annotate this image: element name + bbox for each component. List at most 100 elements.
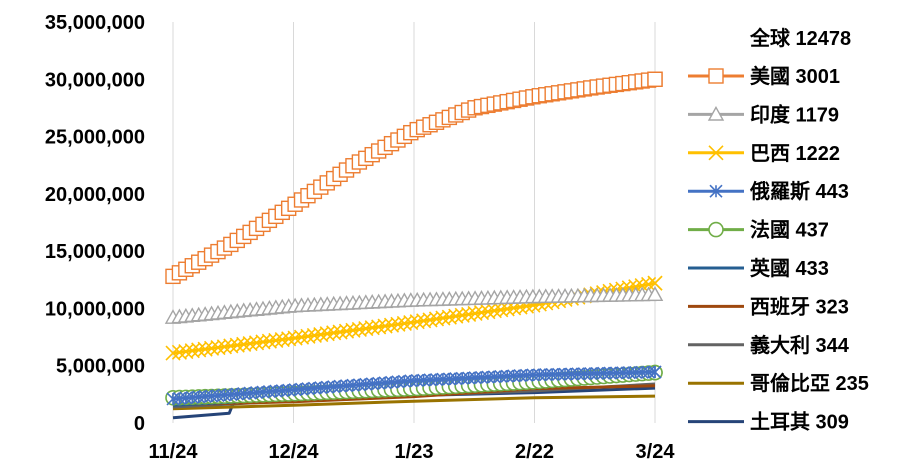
data-point	[635, 365, 649, 379]
series-group	[164, 71, 664, 420]
data-point	[552, 367, 566, 381]
data-point	[448, 308, 464, 324]
data-point	[455, 371, 469, 385]
data-point	[616, 366, 630, 380]
data-point	[242, 336, 258, 352]
data-point	[319, 326, 335, 342]
data-point	[429, 372, 444, 387]
data-point	[274, 332, 290, 348]
legend-header: 全球 12478	[749, 26, 851, 50]
data-point	[338, 323, 355, 339]
data-point	[461, 306, 477, 322]
y-tick-label: 20,000,000	[45, 184, 145, 206]
data-point	[486, 303, 502, 319]
data-point	[467, 305, 483, 322]
legend-label: 英國 433	[750, 256, 829, 280]
series-1	[164, 286, 664, 324]
data-point	[332, 324, 348, 340]
data-point	[165, 345, 181, 361]
data-point	[435, 310, 451, 326]
series-line	[172, 370, 656, 401]
series-6	[172, 384, 656, 407]
data-point	[248, 335, 265, 351]
data-point	[377, 318, 393, 334]
data-point	[371, 319, 387, 335]
y-tick-label: 10,000,000	[45, 298, 145, 320]
data-point	[223, 338, 239, 354]
data-point	[203, 340, 220, 356]
data-point	[641, 276, 657, 292]
data-point	[500, 369, 514, 383]
data-point	[410, 373, 424, 388]
data-point	[487, 370, 501, 384]
data-point	[564, 367, 579, 381]
data-point	[261, 333, 277, 349]
data-point	[236, 336, 252, 352]
data-point	[313, 327, 329, 343]
data-point	[603, 366, 617, 380]
data-point	[494, 369, 508, 384]
data-point	[642, 365, 656, 379]
legend-label: 哥倫比亞 235	[750, 371, 869, 395]
data-point	[646, 286, 664, 301]
data-point	[191, 342, 207, 358]
data-point	[480, 304, 496, 320]
data-point	[210, 339, 226, 356]
data-point	[383, 317, 400, 333]
data-point	[287, 330, 303, 346]
data-point	[571, 367, 585, 381]
series-0	[165, 71, 663, 285]
data-point	[293, 329, 310, 345]
data-point	[268, 332, 284, 348]
data-point	[622, 366, 636, 380]
data-point	[171, 344, 187, 360]
data-point	[468, 371, 482, 385]
data-point	[539, 368, 553, 382]
x-tick-label: 11/24	[149, 441, 199, 463]
data-point	[629, 365, 643, 380]
data-point	[558, 367, 572, 381]
data-point	[396, 315, 412, 332]
data-point	[422, 312, 438, 328]
legend-label: 西班牙 323	[750, 295, 849, 318]
data-point	[481, 370, 495, 384]
data-point	[281, 331, 297, 347]
legend-label: 巴西 1222	[750, 143, 840, 165]
data-point	[584, 366, 598, 381]
data-point	[417, 373, 431, 387]
data-point	[423, 373, 437, 387]
data-point	[436, 372, 450, 386]
x-tick-label: 1/23	[395, 441, 434, 463]
data-point	[345, 322, 361, 338]
data-point	[526, 368, 540, 382]
data-point	[577, 367, 591, 381]
data-point	[454, 307, 470, 323]
data-point	[404, 374, 418, 388]
y-tick-label: 5,000,000	[56, 356, 145, 378]
data-point	[449, 372, 463, 386]
data-point	[351, 321, 367, 338]
legend-label: 法國 437	[750, 218, 829, 242]
data-point	[255, 334, 271, 350]
series-line	[172, 394, 656, 411]
data-point	[178, 343, 194, 360]
data-point	[409, 314, 425, 330]
data-point	[306, 327, 322, 344]
data-point	[545, 367, 559, 382]
data-point	[597, 366, 611, 380]
legend-marker	[708, 221, 724, 238]
data-point	[462, 371, 476, 385]
data-point	[647, 275, 663, 291]
data-point	[184, 343, 200, 359]
data-point	[364, 320, 380, 336]
data-point	[513, 369, 527, 383]
series-8	[172, 394, 656, 411]
data-point	[216, 339, 232, 355]
legend-label: 印度 1179	[750, 102, 839, 126]
legend-label: 美國 3001	[750, 64, 840, 88]
data-point	[428, 311, 445, 327]
data-point	[648, 365, 662, 379]
data-point	[416, 313, 432, 329]
data-point	[403, 315, 419, 331]
